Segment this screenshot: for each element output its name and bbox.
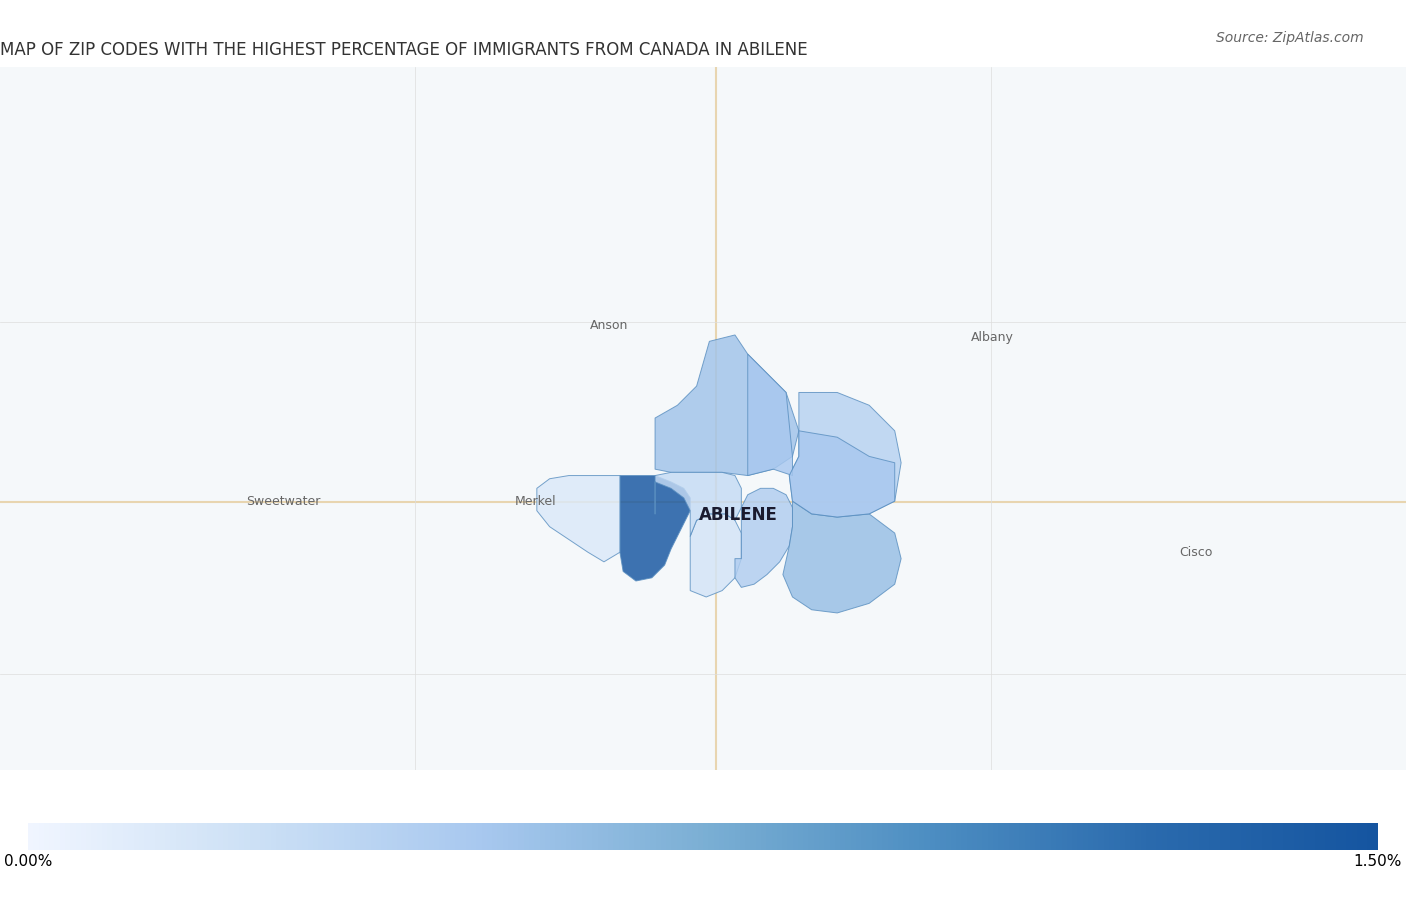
Text: Albany: Albany	[972, 331, 1014, 344]
Text: ABILENE: ABILENE	[699, 505, 778, 523]
Text: Sweetwater: Sweetwater	[246, 495, 321, 508]
Text: Source: ZipAtlas.com: Source: ZipAtlas.com	[1216, 31, 1364, 46]
Text: Anson: Anson	[591, 319, 628, 332]
Text: Merkel: Merkel	[515, 494, 557, 508]
Text: Cisco: Cisco	[1180, 546, 1212, 559]
Text: MAP OF ZIP CODES WITH THE HIGHEST PERCENTAGE OF IMMIGRANTS FROM CANADA IN ABILEN: MAP OF ZIP CODES WITH THE HIGHEST PERCEN…	[0, 41, 807, 59]
